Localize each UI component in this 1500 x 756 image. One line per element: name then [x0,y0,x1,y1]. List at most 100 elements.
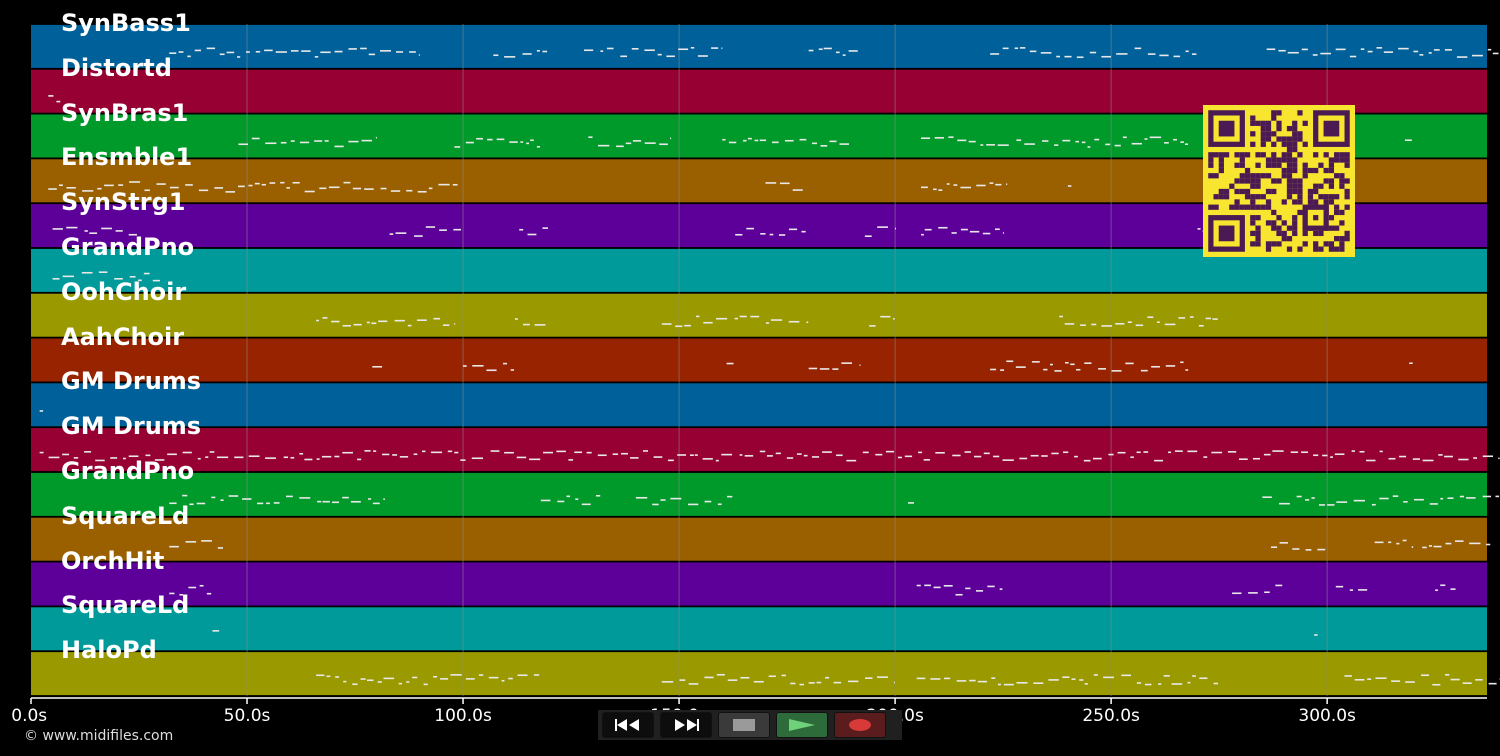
note-mark [248,455,260,458]
note-mark [1019,47,1026,49]
note-mark [334,145,344,148]
note-mark [460,459,466,461]
track-label: Ensmble1 [61,143,193,172]
note-mark [372,502,380,505]
note-mark [205,456,209,458]
note-mark [1070,363,1075,366]
note-mark [433,675,438,678]
note-mark [343,680,347,683]
note-mark [39,410,44,412]
note-mark [1447,497,1454,499]
note-mark [440,678,449,680]
note-mark [425,226,436,228]
note-mark [1359,450,1365,453]
note-mark [1033,682,1044,684]
note-mark [331,501,340,504]
note-mark [661,681,674,683]
fast-forward-button[interactable] [660,712,712,738]
note-mark [1174,450,1183,452]
note-mark [885,450,895,453]
note-mark [527,233,537,236]
note-mark [343,181,351,184]
stop-button[interactable] [718,712,770,738]
record-button[interactable] [834,712,886,738]
note-mark [144,189,150,192]
tick-label: 300.0s [1298,706,1356,726]
note-mark [1101,325,1113,327]
note-mark [704,500,712,503]
note-mark [48,188,57,190]
note-mark [1081,141,1086,144]
note-mark [316,458,320,460]
note-mark [1444,455,1453,458]
note-mark [799,138,807,141]
note-mark [299,452,304,455]
note-mark [1312,54,1318,56]
note-mark [529,458,541,461]
note-mark [1450,588,1456,590]
note-mark [366,321,370,324]
note-mark [154,459,165,461]
note-mark [1163,675,1170,677]
tick-label: 0.0s [11,706,48,726]
note-mark [1311,497,1315,499]
note-mark [1433,545,1442,548]
note-mark [820,145,828,147]
note-mark [983,452,990,455]
rewind-button[interactable] [602,712,654,738]
note-mark [727,679,738,681]
note-mark [1197,228,1201,230]
note-mark [179,593,183,596]
note-mark [631,48,639,50]
note-mark [185,184,193,186]
note-mark [1042,140,1049,142]
note-mark [212,630,220,632]
note-mark [487,138,493,141]
note-mark [842,54,846,56]
note-mark [956,680,967,682]
note-mark [957,139,967,142]
note-mark [597,454,607,457]
note-mark [1164,323,1176,326]
note-mark [1114,144,1121,147]
note-mark [542,50,548,53]
note-mark [921,137,931,140]
note-mark [1366,459,1376,462]
note-mark [292,181,300,184]
note-mark [1171,683,1183,685]
note-mark [156,183,166,185]
note-mark [1043,368,1048,371]
note-mark [600,50,604,52]
note-mark [273,502,280,504]
note-mark [1272,450,1284,452]
note-mark [1203,456,1208,458]
note-mark [1367,678,1372,680]
note-mark [1428,545,1433,547]
note-mark [1087,146,1091,148]
note-mark [516,456,527,459]
track-lane [31,383,1487,427]
note-mark [965,587,971,590]
note-mark [56,100,61,103]
note-mark [211,496,216,499]
note-mark [375,136,377,139]
note-mark [987,585,995,588]
note-mark [1349,55,1357,58]
note-mark [246,51,250,53]
note-mark [447,450,453,453]
note-mark [1399,455,1407,458]
note-mark [1367,50,1373,53]
note-mark [746,227,754,230]
note-mark [924,584,931,587]
note-mark [104,184,114,187]
note-mark [319,187,327,190]
note-mark [372,365,383,368]
note-mark [875,453,883,456]
play-button[interactable] [776,712,828,738]
note-mark [597,144,610,147]
note-mark [1212,318,1218,320]
note-mark [407,324,412,327]
note-mark [378,320,388,323]
note-mark [734,317,738,320]
note-mark [514,318,518,320]
